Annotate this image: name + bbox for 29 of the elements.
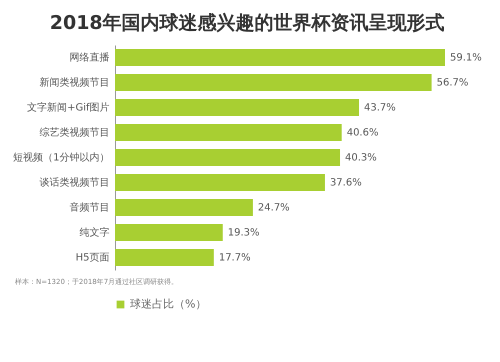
data-label: 40.6% (346, 128, 378, 138)
y-tick-label: 网络直播 (70, 52, 110, 64)
bar (115, 174, 325, 191)
y-tick-label: 谈话类视频节目 (40, 176, 110, 188)
data-label: 56.7% (436, 78, 468, 88)
bar (115, 49, 445, 66)
bar (115, 224, 223, 241)
bar (115, 74, 432, 91)
y-tick-label: 综艺类视频节目 (40, 126, 110, 138)
data-label: 24.7% (258, 202, 290, 214)
bar (115, 249, 214, 266)
data-label: 43.7% (364, 102, 396, 114)
chart-title: 2018年国内球迷感兴趣的世界杯资讯呈现形式 (50, 12, 445, 34)
y-tick-label: 文字新闻+Gif图片 (27, 102, 110, 114)
data-label: 59.1% (450, 52, 482, 64)
y-tick-label: 新闻类视频节目 (40, 76, 110, 88)
legend-label: 球迷占比（%） (130, 298, 206, 310)
data-label: 37.6% (330, 178, 362, 188)
bar (115, 149, 340, 166)
y-tick-label: 短视频（1分钟以内） (13, 152, 110, 164)
y-tick-label: 音频节目 (70, 202, 110, 214)
y-tick-label: 纯文字 (80, 226, 110, 238)
bar (115, 124, 342, 141)
bar (115, 99, 360, 116)
data-label: 40.3% (345, 152, 377, 164)
data-label: 19.3% (228, 228, 260, 238)
bar (115, 199, 253, 216)
y-tick-label: H5页面 (76, 252, 110, 264)
data-label: 17.7% (218, 252, 251, 264)
